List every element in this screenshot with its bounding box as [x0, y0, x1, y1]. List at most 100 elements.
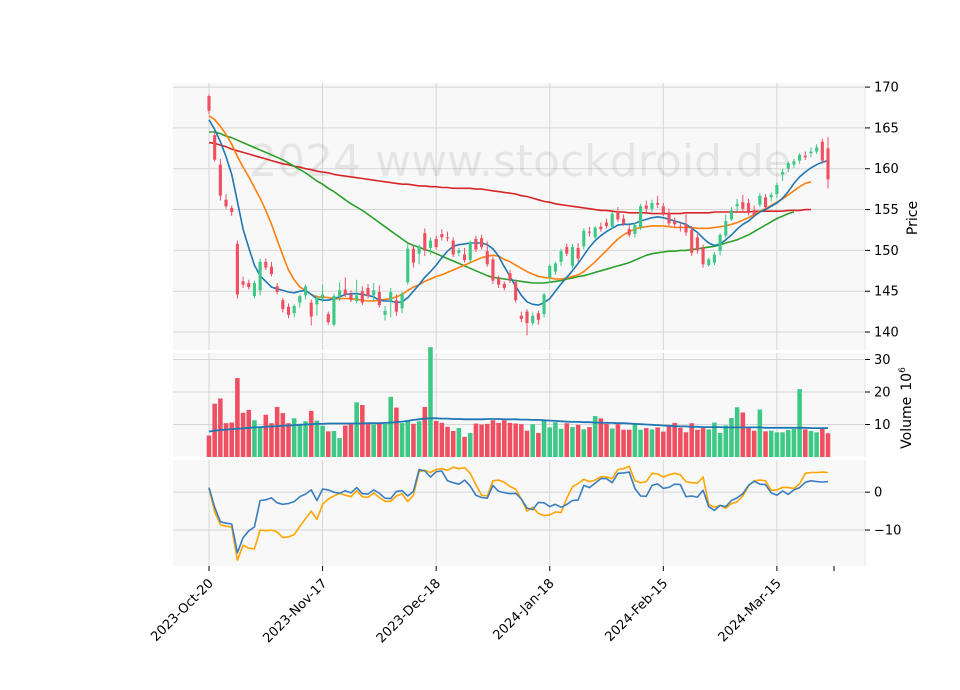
volume-bar — [325, 431, 331, 457]
volume-bar — [666, 425, 672, 457]
volume-bar — [240, 412, 246, 457]
volume-bar — [507, 422, 513, 457]
volume-bar — [348, 423, 354, 457]
candle-body — [468, 243, 472, 261]
volume-bar — [354, 402, 359, 457]
candle-body — [610, 213, 614, 227]
watermark: 2024 www.stockdroid.de — [249, 136, 791, 187]
volume-bar — [609, 428, 615, 457]
price-axis-label: Price — [905, 201, 921, 235]
volume-bar — [785, 430, 791, 457]
volume-bar — [678, 427, 683, 457]
volume-bar — [235, 378, 240, 457]
price-tick-label: 155 — [874, 203, 899, 218]
candle-body — [235, 243, 239, 295]
volume-bar — [814, 432, 819, 457]
volume-bar — [723, 425, 729, 457]
volume-bar — [502, 420, 507, 457]
volume-bar — [263, 414, 269, 457]
volume-bar — [644, 428, 649, 457]
volume-bar — [553, 422, 558, 457]
volume-bar — [450, 431, 456, 457]
volume-bar — [757, 409, 763, 457]
volume-bar — [456, 428, 462, 457]
candle-body — [621, 218, 626, 224]
candle-body — [593, 227, 597, 238]
volume-bar — [734, 407, 740, 457]
volume-bar — [513, 423, 518, 457]
candle-body — [712, 254, 716, 263]
volume-bar — [223, 423, 229, 457]
volume-bar — [524, 430, 530, 457]
candle-body — [514, 282, 518, 301]
volume-bar — [297, 423, 303, 457]
candle-body — [281, 300, 285, 310]
candle-body — [724, 220, 728, 236]
candle-body — [434, 238, 438, 248]
volume-bar — [712, 422, 717, 457]
volume-bar — [280, 413, 286, 457]
volume-bar — [320, 425, 325, 457]
volume-bar — [490, 420, 496, 457]
volume-bar — [570, 427, 575, 457]
x-tick-label: 2024-Jan-18 — [491, 576, 558, 643]
volume-bar — [791, 429, 797, 457]
price-tick-label: 145 — [874, 285, 899, 300]
volume-bar — [632, 423, 638, 457]
volume-bar — [746, 427, 751, 457]
volume-bar — [218, 398, 223, 457]
candle-body — [247, 283, 251, 288]
candle-body — [741, 202, 745, 209]
candle-body — [389, 292, 393, 302]
volume-bar — [445, 426, 450, 457]
volume-bar — [763, 431, 768, 457]
volume-bar — [592, 416, 598, 457]
candle-body — [406, 248, 410, 283]
candle-body — [769, 194, 773, 198]
volume-bar — [257, 427, 263, 457]
indicator-panel-bg — [173, 460, 865, 566]
candle-body — [502, 283, 506, 288]
candle-body — [355, 295, 359, 302]
volume-bar — [269, 423, 274, 457]
volume-bar — [252, 420, 257, 457]
candle-body — [820, 141, 824, 161]
volume-bar — [286, 423, 291, 457]
candle-body — [326, 314, 330, 323]
volume-bar — [206, 435, 212, 457]
candle-body — [678, 226, 682, 228]
candle-body — [457, 250, 461, 253]
candle-body — [230, 207, 234, 213]
volume-bar — [484, 423, 490, 457]
candle-body — [321, 294, 325, 299]
candle-body — [303, 286, 308, 296]
volume-bar — [587, 427, 592, 457]
volume-bar — [803, 429, 808, 457]
candle-body — [667, 212, 671, 224]
volume-bar — [360, 405, 365, 457]
volume-bar — [774, 432, 780, 457]
volume-bar — [615, 424, 621, 457]
grid-lines — [173, 83, 865, 566]
candle-body — [258, 261, 262, 291]
volume-tick-label: 20 — [874, 386, 891, 401]
candle-body — [275, 286, 279, 293]
candle-body — [445, 237, 450, 239]
volume-bar — [751, 430, 757, 457]
volume-bar — [405, 420, 411, 457]
volume-bar — [303, 421, 308, 457]
x-tick-label: 2023-Nov-17 — [260, 576, 330, 646]
volume-bar — [683, 432, 689, 457]
candle-body — [264, 261, 268, 268]
candle-body — [690, 229, 694, 253]
price-tick-label: 140 — [874, 326, 899, 341]
candle-body — [440, 234, 444, 238]
candle-body — [383, 310, 387, 315]
x-tick-label: 2023-Dec-18 — [374, 576, 444, 646]
candle-body — [644, 205, 648, 209]
volume-bar — [308, 410, 314, 457]
candle-body — [775, 185, 779, 195]
candle-body — [559, 251, 563, 262]
candle-body — [792, 161, 796, 165]
candle-body — [570, 247, 575, 266]
